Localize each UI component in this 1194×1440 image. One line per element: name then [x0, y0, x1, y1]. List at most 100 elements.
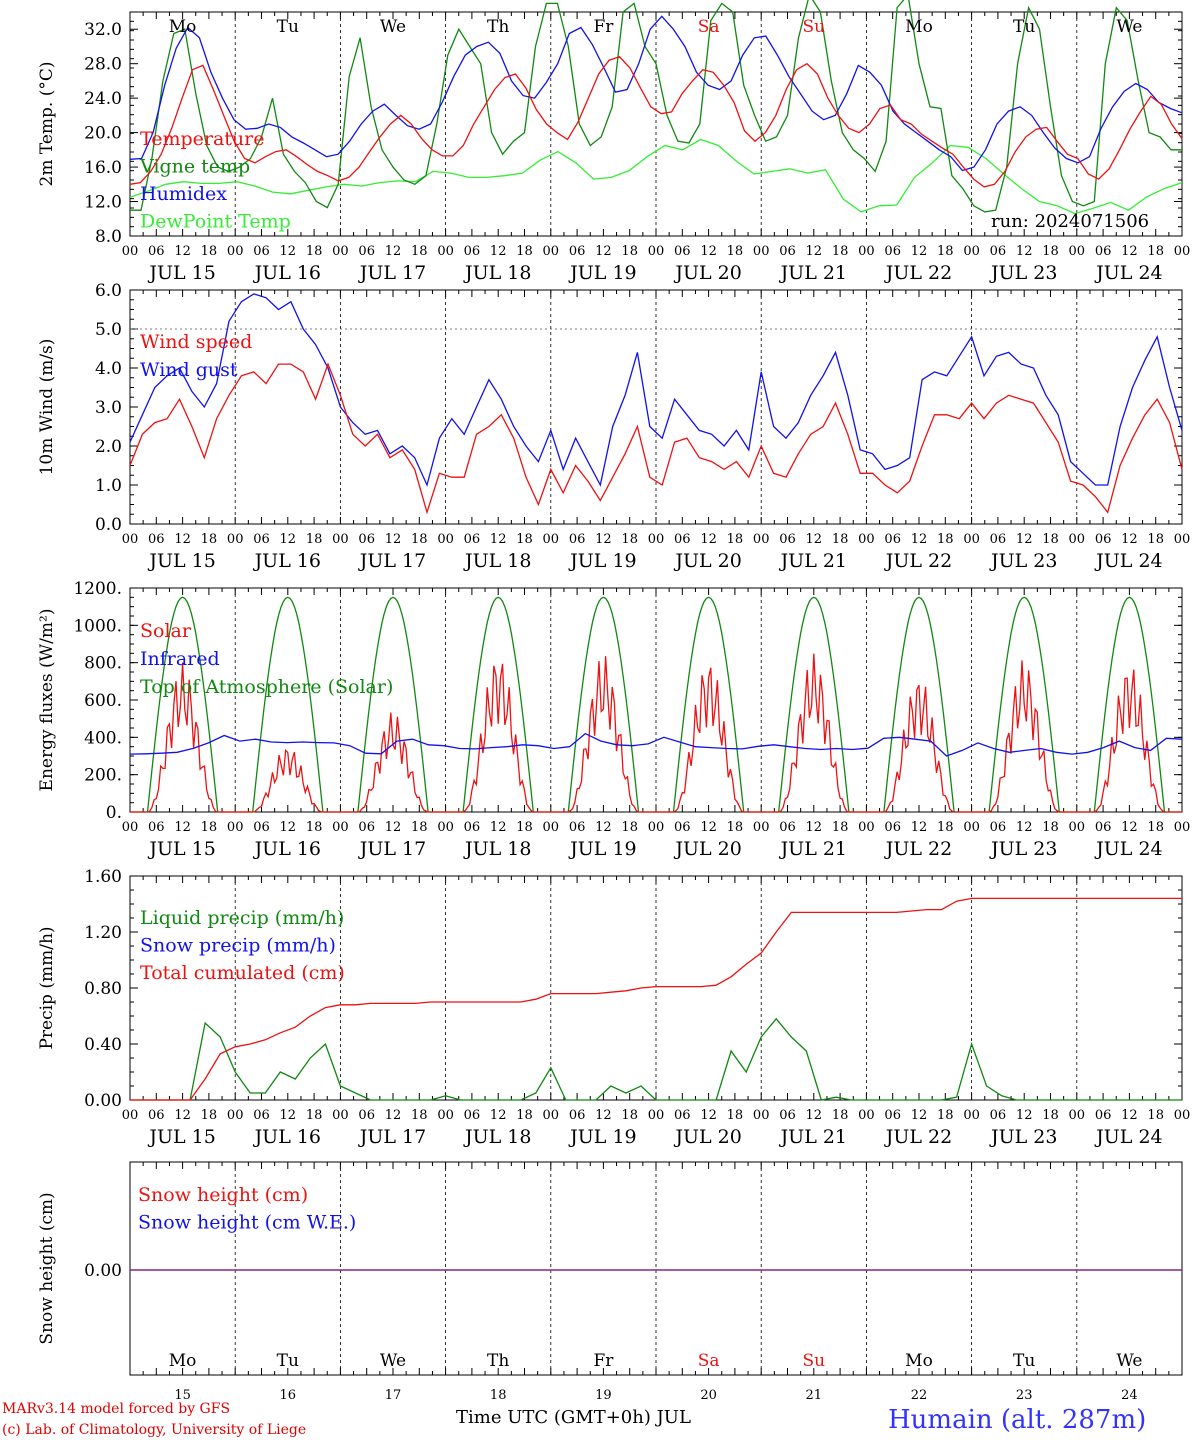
hour-label: 12 [490, 244, 507, 259]
day-number: 21 [806, 1388, 823, 1403]
hour-label: 18 [621, 820, 638, 835]
hour-label: 00 [858, 532, 875, 547]
hour-label: 18 [201, 532, 218, 547]
hour-label: 06 [464, 244, 481, 259]
hour-label: 00 [332, 820, 349, 835]
date-label: JUL 17 [358, 838, 426, 860]
hour-label: 06 [253, 820, 270, 835]
date-label: JUL 17 [358, 1126, 426, 1148]
hour-label: 00 [227, 532, 244, 547]
y-tick-label: 1.20 [84, 923, 122, 943]
weekday-label: Th [487, 17, 509, 37]
hour-label: 06 [569, 244, 586, 259]
date-label: JUL 15 [147, 262, 215, 284]
hour-label: 18 [411, 820, 428, 835]
day-number: 19 [595, 1388, 612, 1403]
date-label: JUL 21 [779, 550, 847, 572]
y-axis-label: 2m Temp. (°C) [37, 61, 57, 186]
hour-label: 12 [911, 532, 928, 547]
hour-label: 06 [569, 1108, 586, 1123]
hour-label: 00 [1069, 244, 1086, 259]
y-tick-label: 800. [84, 654, 122, 674]
y-tick-label: 16.0 [84, 158, 122, 178]
hour-label: 18 [937, 532, 954, 547]
hour-label: 18 [727, 820, 744, 835]
date-label: JUL 21 [779, 262, 847, 284]
date-label: JUL 16 [253, 550, 321, 572]
hour-label: 12 [1016, 244, 1033, 259]
hour-label: 12 [806, 532, 823, 547]
date-label: JUL 21 [779, 838, 847, 860]
y-tick-label: 0.40 [84, 1035, 122, 1055]
hour-label: 18 [516, 1108, 533, 1123]
hour-label: 00 [1069, 1108, 1086, 1123]
date-label: JUL 21 [779, 1126, 847, 1148]
hour-label: 00 [963, 1108, 980, 1123]
hour-label: 18 [306, 820, 323, 835]
hour-label: 18 [937, 1108, 954, 1123]
hour-label: 00 [648, 1108, 665, 1123]
weekday-label: We [380, 17, 406, 37]
hour-label: 00 [753, 1108, 770, 1123]
hour-label: 06 [358, 820, 375, 835]
y-tick-label: 6.0 [95, 281, 122, 301]
hour-label: 06 [253, 532, 270, 547]
panel-snow: 0.00 Snow height (cm) Snow height (cm) Snow… [37, 1161, 1183, 1403]
date-label: JUL 23 [989, 1126, 1057, 1148]
hour-label: 00 [963, 244, 980, 259]
hour-label: 06 [1095, 244, 1112, 259]
hour-label: 12 [911, 820, 928, 835]
series-dewpoint [129, 138, 1183, 215]
date-label: JUL 19 [568, 1126, 636, 1148]
y-tick-label: 0. [106, 803, 122, 823]
y-tick-label: 0.00 [84, 1091, 122, 1111]
hour-label: 06 [148, 244, 165, 259]
hour-label: 00 [227, 1108, 244, 1123]
date-label: JUL 20 [673, 550, 741, 572]
y-tick-label: 0.0 [95, 515, 122, 535]
hour-label: 00 [122, 1108, 139, 1123]
hour-label: 18 [306, 532, 323, 547]
hour-label: 12 [1121, 244, 1138, 259]
hour-label: 00 [543, 532, 560, 547]
hour-label: 06 [464, 820, 481, 835]
panel-frame [129, 11, 1183, 237]
hour-label: 06 [358, 1108, 375, 1123]
hour-label: 12 [174, 820, 191, 835]
hour-label: 18 [306, 244, 323, 259]
date-label: JUL 24 [1094, 1126, 1162, 1148]
hour-label: 06 [569, 532, 586, 547]
hour-label: 18 [1042, 820, 1059, 835]
legend-entry: Wind speed [140, 331, 252, 353]
hour-label: 00 [858, 244, 875, 259]
hour-label: 06 [674, 1108, 691, 1123]
hour-label: 00 [332, 1108, 349, 1123]
hour-label: 00 [332, 244, 349, 259]
hour-label: 12 [280, 532, 297, 547]
day-number: 20 [700, 1388, 717, 1403]
hour-label: 00 [543, 244, 560, 259]
y-tick-label: 5.0 [95, 320, 122, 340]
y-axis-label: 10m Wind (m/s) [37, 339, 57, 476]
y-tick-label: 1200. [73, 579, 122, 599]
hour-label: 12 [174, 1108, 191, 1123]
hour-label: 06 [674, 820, 691, 835]
hour-label: 18 [621, 1108, 638, 1123]
date-label: JUL 16 [253, 1126, 321, 1148]
y-tick-label: 0.80 [84, 979, 122, 999]
y-tick-label: 1.60 [84, 867, 122, 887]
hour-label: 00 [858, 1108, 875, 1123]
y-tick-label: 20.0 [84, 124, 122, 144]
date-label: JUL 20 [673, 838, 741, 860]
hour-label: 12 [911, 244, 928, 259]
hour-label: 00 [753, 244, 770, 259]
day-number: 18 [490, 1388, 507, 1403]
hour-label: 00 [858, 820, 875, 835]
hour-label: 12 [595, 244, 612, 259]
hour-label: 06 [674, 532, 691, 547]
legend-entry: Total cumulated (cm) [140, 962, 345, 984]
hour-label: 06 [779, 532, 796, 547]
hour-label: 06 [990, 820, 1007, 835]
hour-label: 12 [595, 1108, 612, 1123]
hour-label: 00 [227, 820, 244, 835]
